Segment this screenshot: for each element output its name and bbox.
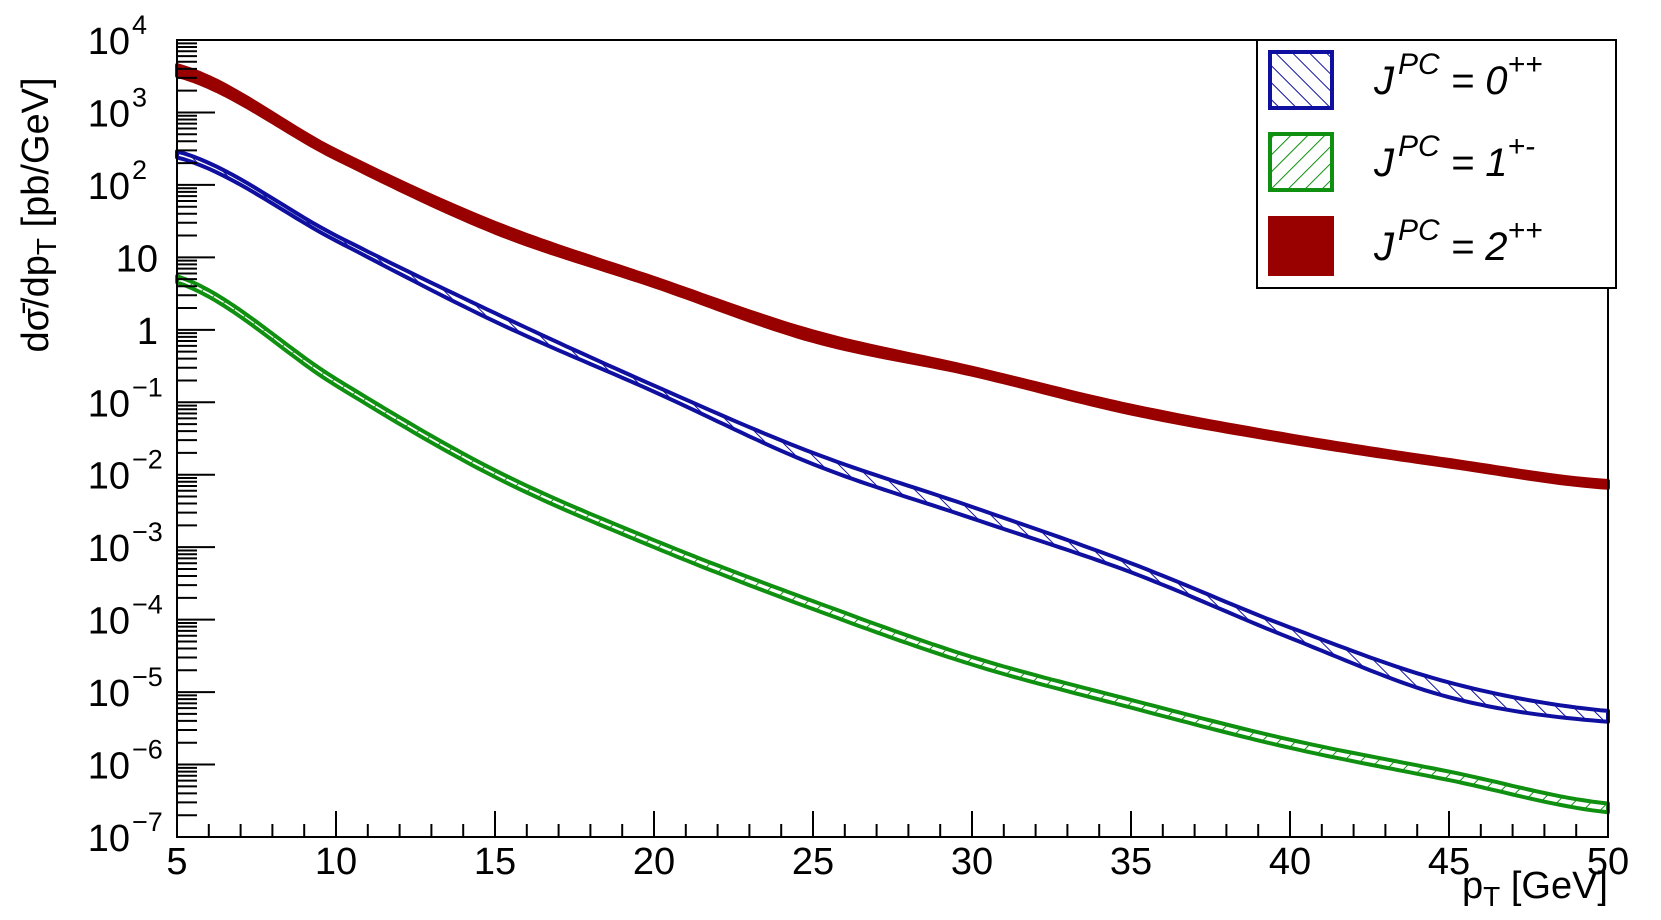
legend-label-part: ++ xyxy=(1508,214,1543,247)
legend-label-part: PC xyxy=(1398,130,1440,163)
x-tick-label: 20 xyxy=(633,841,675,883)
legend-label-part: PC xyxy=(1398,48,1440,81)
x-tick-label: 15 xyxy=(474,841,516,883)
axis-label-part: p xyxy=(1462,865,1483,907)
legend-label-1: J PC = 1+- xyxy=(1373,130,1535,185)
y-tick-label: 10 xyxy=(88,528,130,570)
y-tick-label: 10 xyxy=(88,166,130,208)
plot-frame xyxy=(176,39,1609,838)
x-tick-label: 50 xyxy=(1587,841,1629,883)
legend-label-2: J PC = 2++ xyxy=(1373,214,1543,269)
x-axis-label: pT [GeV] xyxy=(1462,865,1608,912)
legend-swatch-0 xyxy=(1268,50,1334,110)
x-tick-label: 45 xyxy=(1428,841,1470,883)
y-axis-label: dσ̄/dpT [pb/GeV] xyxy=(15,77,62,352)
y-tick-label: 10 xyxy=(88,601,130,643)
y-tick-exponent: −7 xyxy=(132,807,163,837)
axis-titles: pT [GeV] dσ̄/dpT [pb/GeV] xyxy=(15,77,1608,912)
axes xyxy=(176,39,1609,838)
legend-label-0: J PC = 0++ xyxy=(1373,48,1543,103)
y-tick-exponent: −1 xyxy=(132,372,163,402)
y-tick-label: 10 xyxy=(88,746,130,788)
legend-swatch-2 xyxy=(1268,216,1334,276)
y-tick-exponent: −4 xyxy=(132,590,163,620)
legend: J PC = 0++J PC = 1+-J PC = 2++ xyxy=(1256,39,1617,289)
y-tick-label: 1 xyxy=(137,311,158,353)
axis-label-part: dσ̄/dp xyxy=(15,255,57,352)
x-tick-label: 30 xyxy=(951,841,993,883)
legend-label-part: J xyxy=(1373,141,1395,185)
y-tick-exponent: −3 xyxy=(132,517,163,547)
x-tick-label: 35 xyxy=(1110,841,1152,883)
x-tick-label: 25 xyxy=(792,841,834,883)
y-tick-label: 10 xyxy=(88,818,130,860)
y-tick-exponent: −6 xyxy=(132,735,163,765)
legend-label-part: +- xyxy=(1508,130,1536,163)
x-tick-label: 40 xyxy=(1269,841,1311,883)
y-tick-exponent: −5 xyxy=(132,662,163,692)
y-tick-label: 10 xyxy=(88,673,130,715)
legend-label-part: PC xyxy=(1398,214,1440,247)
x-tick-label: 5 xyxy=(166,841,187,883)
legend-label-part: = 1 xyxy=(1440,141,1508,185)
x-tick-label: 10 xyxy=(315,841,357,883)
axis-label-part: [GeV] xyxy=(1500,865,1608,907)
axis-label-part: T xyxy=(31,238,62,255)
y-tick-label: 10 xyxy=(88,383,130,425)
y-tick-label: 10 xyxy=(88,21,130,63)
y-tick-exponent: 3 xyxy=(132,82,147,112)
y-tick-label: 10 xyxy=(116,238,158,280)
y-tick-exponent: 4 xyxy=(132,10,147,40)
y-tick-exponent: 2 xyxy=(132,155,147,185)
y-tick-label: 10 xyxy=(88,93,130,135)
legend-label-part: J xyxy=(1373,225,1395,269)
y-tick-exponent: −2 xyxy=(132,445,163,475)
legend-label-part: = 0 xyxy=(1440,59,1508,103)
y-tick-label: 10 xyxy=(88,456,130,498)
axis-label-part: T xyxy=(1483,881,1500,912)
legend-swatch-1 xyxy=(1268,132,1334,192)
legend-label-part: ++ xyxy=(1508,48,1543,81)
legend-label-part: = 2 xyxy=(1440,225,1508,269)
axis-label-part: [pb/GeV] xyxy=(15,77,57,238)
legend-label-part: J xyxy=(1373,59,1395,103)
